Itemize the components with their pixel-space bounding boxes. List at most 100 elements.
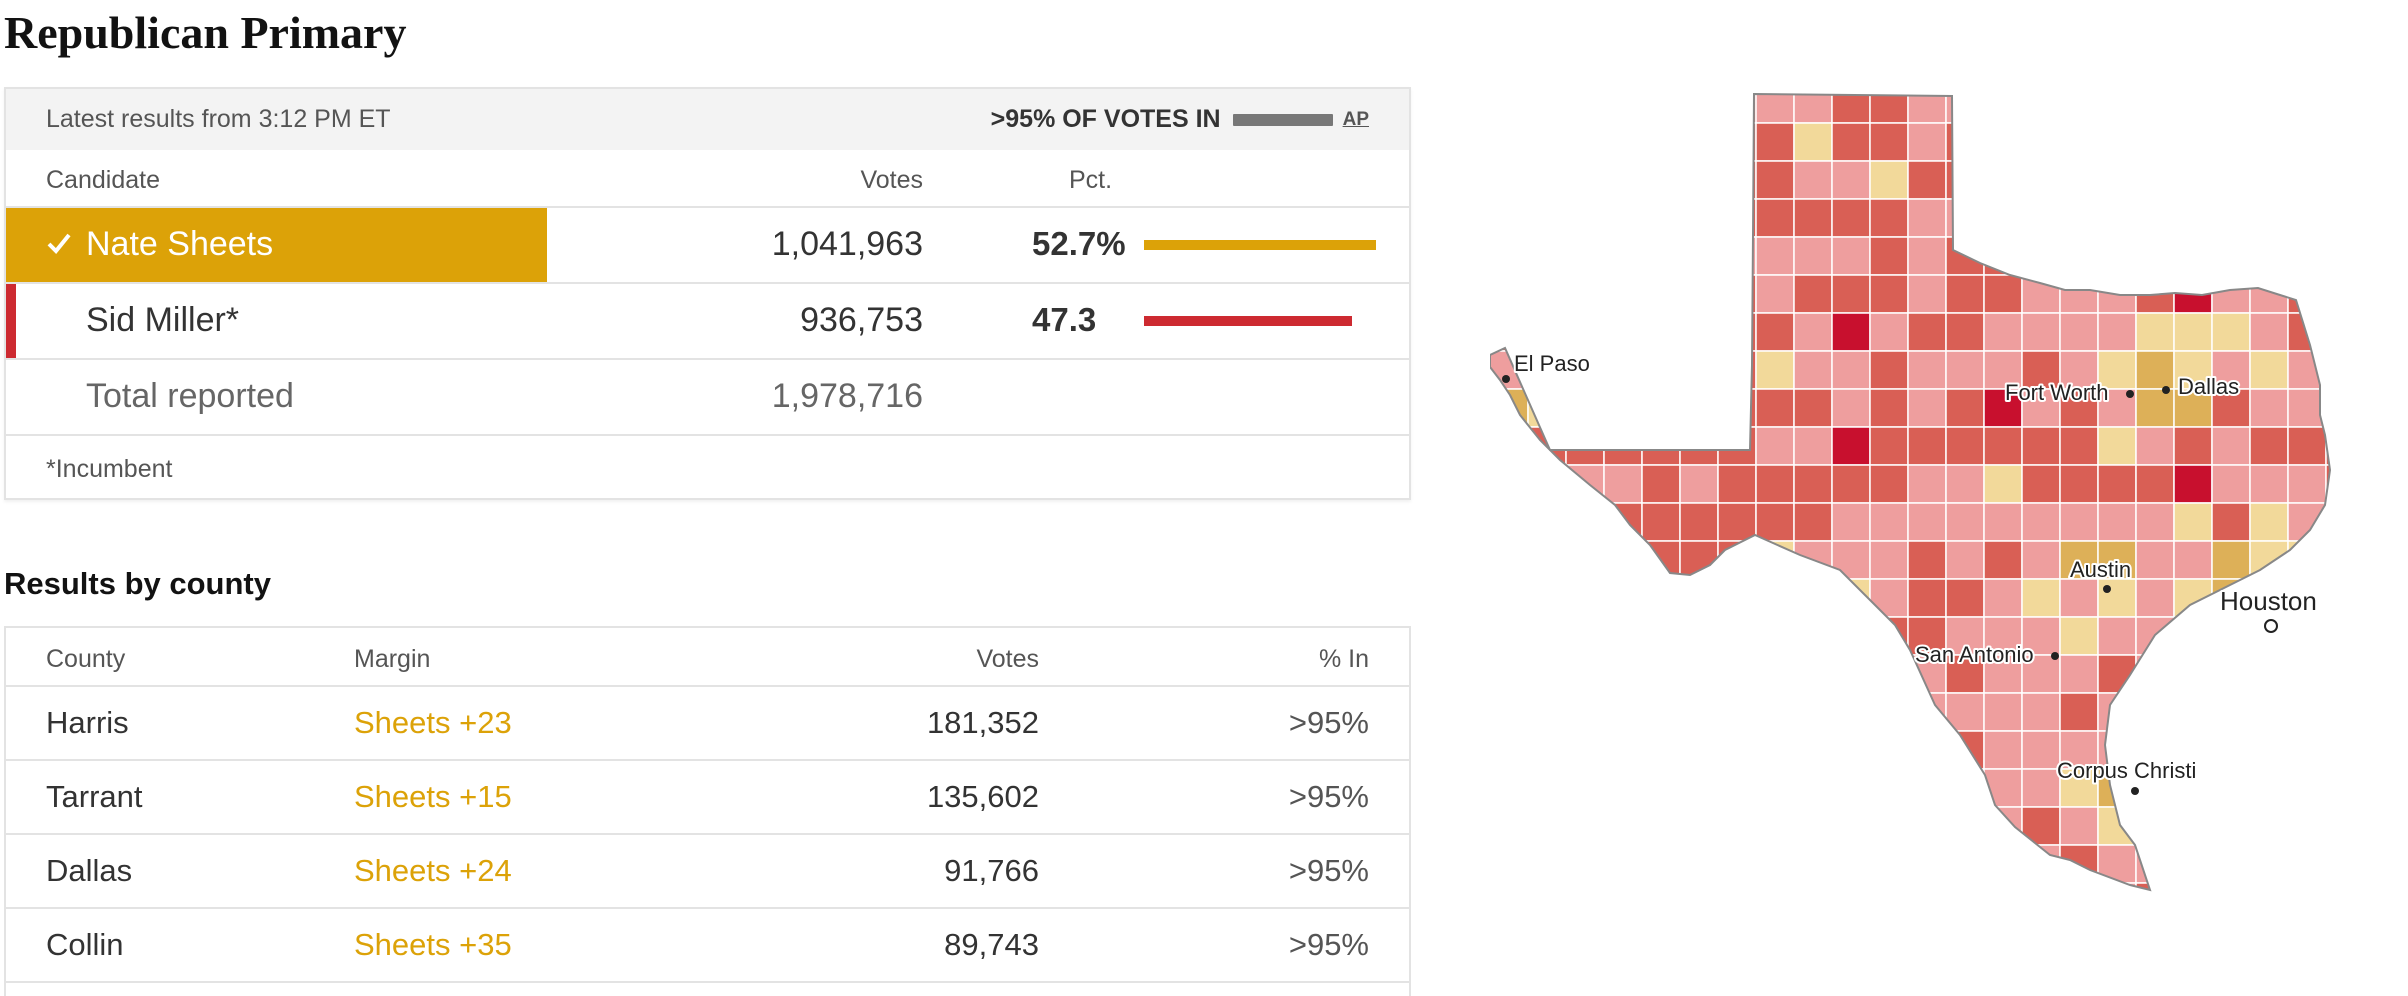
- county-shape[interactable]: [2402, 199, 2408, 237]
- county-shape[interactable]: [1603, 274, 1643, 314]
- county-shape[interactable]: [1527, 122, 1567, 162]
- county-shape[interactable]: [2364, 427, 2402, 465]
- county-shape[interactable]: [1793, 844, 1833, 884]
- county-shape[interactable]: [1983, 692, 2023, 732]
- county-shape[interactable]: [1565, 426, 1605, 466]
- county-shape[interactable]: [1755, 654, 1795, 694]
- county-shape[interactable]: [2211, 844, 2251, 884]
- county-shape[interactable]: [1983, 350, 2023, 390]
- county-shape[interactable]: [1565, 160, 1605, 200]
- county-shape[interactable]: [1831, 882, 1871, 921]
- county-shape[interactable]: [2364, 237, 2402, 275]
- county-shape[interactable]: [1565, 882, 1605, 921]
- county-shape[interactable]: [1679, 198, 1719, 238]
- county-shape[interactable]: [1641, 844, 1681, 884]
- county-shape[interactable]: [2097, 844, 2137, 884]
- county-shape[interactable]: [2287, 85, 2327, 124]
- county-shape[interactable]: [2135, 160, 2175, 200]
- county-shape[interactable]: [1831, 122, 1871, 162]
- county-shape[interactable]: [1983, 730, 2023, 770]
- county-shape[interactable]: [2059, 654, 2099, 694]
- county-shape[interactable]: [2325, 692, 2364, 732]
- county-shape[interactable]: [2287, 236, 2327, 276]
- county-shape[interactable]: [1983, 198, 2023, 238]
- county-shape[interactable]: [1603, 768, 1643, 808]
- county-shape[interactable]: [2364, 655, 2402, 693]
- county-shape[interactable]: [2325, 236, 2364, 276]
- county-shape[interactable]: [1831, 350, 1871, 390]
- county-shape[interactable]: [1793, 85, 1833, 124]
- county-shape[interactable]: [1983, 85, 2023, 124]
- county-shape[interactable]: [1831, 844, 1871, 884]
- county-shape[interactable]: [2325, 198, 2364, 238]
- county-shape[interactable]: [1603, 388, 1643, 428]
- county-shape[interactable]: [1641, 388, 1681, 428]
- county-shape[interactable]: [1603, 540, 1643, 580]
- county-shape[interactable]: [1679, 426, 1719, 466]
- county-shape[interactable]: [2249, 274, 2289, 314]
- county-shape[interactable]: [1717, 692, 1757, 732]
- county-shape[interactable]: [1945, 312, 1985, 352]
- county-shape[interactable]: [2173, 540, 2213, 580]
- county-shape[interactable]: [2059, 616, 2099, 656]
- county-shape[interactable]: [1793, 768, 1833, 808]
- county-shape[interactable]: [2097, 160, 2137, 200]
- county-shape[interactable]: [1793, 350, 1833, 390]
- county-shape[interactable]: [1641, 274, 1681, 314]
- county-map[interactable]: El Paso Fort Worth Dallas Austin Houston…: [1490, 85, 2408, 955]
- county-shape[interactable]: [2059, 388, 2099, 428]
- county-shape[interactable]: [2097, 198, 2137, 238]
- county-shape[interactable]: [2249, 85, 2289, 124]
- county-shape[interactable]: [1565, 122, 1605, 162]
- county-shape[interactable]: [2325, 654, 2364, 694]
- county-shape[interactable]: [2021, 578, 2061, 618]
- county-shape[interactable]: [2173, 578, 2213, 618]
- ap-source-link[interactable]: AP: [1342, 108, 1369, 130]
- county-shape[interactable]: [2249, 122, 2289, 162]
- county-shape[interactable]: [2325, 578, 2364, 618]
- county-shape[interactable]: [2364, 275, 2402, 313]
- county-shape[interactable]: [2173, 122, 2213, 162]
- county-shape[interactable]: [2249, 844, 2289, 884]
- county-shape[interactable]: [1983, 388, 2023, 428]
- county-shape[interactable]: [2211, 730, 2251, 770]
- county-shape[interactable]: [1831, 578, 1871, 618]
- county-shape[interactable]: [2135, 85, 2175, 124]
- county-shape[interactable]: [1603, 85, 1643, 124]
- county-shape[interactable]: [1527, 882, 1567, 921]
- county-shape[interactable]: [1490, 616, 1529, 656]
- county-shape[interactable]: [1755, 312, 1795, 352]
- county-row[interactable]: Dallas Sheets +24 91,766 >95%: [6, 835, 1409, 909]
- county-shape[interactable]: [2211, 502, 2251, 542]
- county-shape[interactable]: [2325, 616, 2364, 656]
- county-shape[interactable]: [2173, 502, 2213, 542]
- county-shape[interactable]: [1490, 654, 1529, 694]
- county-shape[interactable]: [2249, 236, 2289, 276]
- county-shape[interactable]: [1869, 426, 1909, 466]
- county-shape[interactable]: [2364, 199, 2402, 237]
- county-shape[interactable]: [2021, 730, 2061, 770]
- county-shape[interactable]: [2325, 502, 2364, 542]
- county-shape[interactable]: [2325, 85, 2364, 124]
- county-shape[interactable]: [1945, 274, 1985, 314]
- county-row[interactable]: Tarrant Sheets +15 135,602 >95%: [6, 761, 1409, 835]
- county-shape[interactable]: [1945, 464, 1985, 504]
- county-shape[interactable]: [2021, 198, 2061, 238]
- county-shape[interactable]: [1527, 502, 1567, 542]
- county-shape[interactable]: [2325, 540, 2364, 580]
- county-shape[interactable]: [2021, 85, 2061, 124]
- county-shape[interactable]: [1793, 388, 1833, 428]
- county-shape[interactable]: [1603, 350, 1643, 390]
- county-shape[interactable]: [2325, 426, 2364, 466]
- county-shape[interactable]: [1869, 388, 1909, 428]
- county-shape[interactable]: [2097, 464, 2137, 504]
- county-shape[interactable]: [1565, 692, 1605, 732]
- county-shape[interactable]: [2364, 617, 2402, 655]
- county-shape[interactable]: [1603, 236, 1643, 276]
- county-shape[interactable]: [2211, 540, 2251, 580]
- county-shape[interactable]: [1603, 806, 1643, 846]
- county-shape[interactable]: [2402, 807, 2408, 845]
- county-shape[interactable]: [1641, 730, 1681, 770]
- county-shape[interactable]: [1755, 426, 1795, 466]
- county-shape[interactable]: [2402, 579, 2408, 617]
